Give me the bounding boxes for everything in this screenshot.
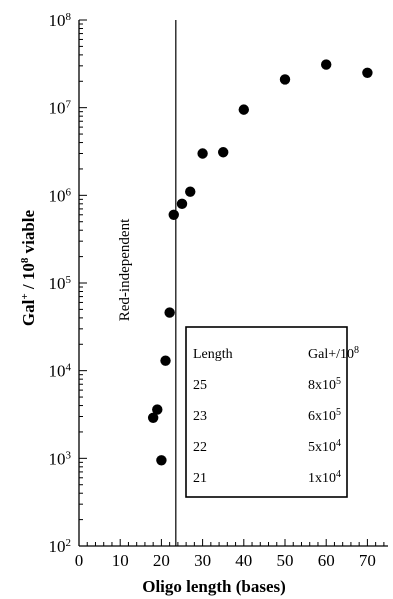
x-tick-label: 10 [112,551,129,570]
data-point [362,67,373,78]
table-cell-length: 23 [193,409,207,424]
x-tick-label: 40 [235,551,252,570]
x-axis-title: Oligo length (bases) [142,577,286,596]
y-axis-title: Gal+ / 108 viable [19,209,38,326]
inset-table-border [185,326,348,498]
y-axis-title-middle-sup: 8 [19,257,31,263]
data-point [238,104,249,115]
y-axis-title-prefix: Gal [19,299,38,326]
table-cell-gal: 1x104 [308,469,341,487]
data-point [164,307,175,318]
y-axis-title-middle: / 10 [19,263,38,293]
reference-line-label: Red-independent [117,218,133,321]
y-axis-title-prefix-sup: + [19,293,31,299]
table-header-length: Length [193,347,233,362]
y-tick-label: 102 [49,537,72,556]
x-tick-label: 60 [318,551,335,570]
data-point [185,186,196,197]
data-point [321,59,332,70]
data-point [197,148,208,159]
data-point [147,412,159,423]
table-cell-length: 21 [193,471,207,486]
inset-table: Length Gal+/108 25 8x105 23 6x105 22 5x104 21 1x1… [185,326,359,498]
data-point [176,198,188,210]
y-tick-label: 107 [49,99,72,118]
table-cell-gal: 5x104 [308,438,341,456]
y-axis-title-suffix: viable [19,209,38,257]
y-tick-label: 108 [49,11,72,30]
data-point [279,74,291,85]
x-tick-label: 70 [359,551,376,570]
x-tick-label: 20 [153,551,170,570]
x-tick-label: 50 [277,551,294,570]
x-tick-label: 0 [75,551,84,570]
y-axis-ticks: 102 103 104 105 106 107 108 [49,11,87,556]
x-axis-ticks: 0 10 20 30 40 50 60 70 [75,539,385,570]
data-point [152,404,163,415]
data-point [160,355,171,366]
data-point [218,147,229,158]
table-cell-gal: 8x105 [308,376,341,394]
table-cell-length: 25 [193,378,207,393]
y-tick-label: 105 [49,274,72,293]
y-tick-label: 106 [49,186,72,205]
table-cell-length: 22 [193,440,207,455]
y-tick-label: 103 [49,449,72,468]
table-header-gal: Gal+/108 [308,345,359,363]
data-points [147,59,373,466]
data-point [168,209,179,220]
data-point [156,455,167,466]
x-tick-label: 30 [194,551,211,570]
table-cell-gal: 6x105 [308,407,341,425]
y-tick-label: 104 [49,362,72,381]
